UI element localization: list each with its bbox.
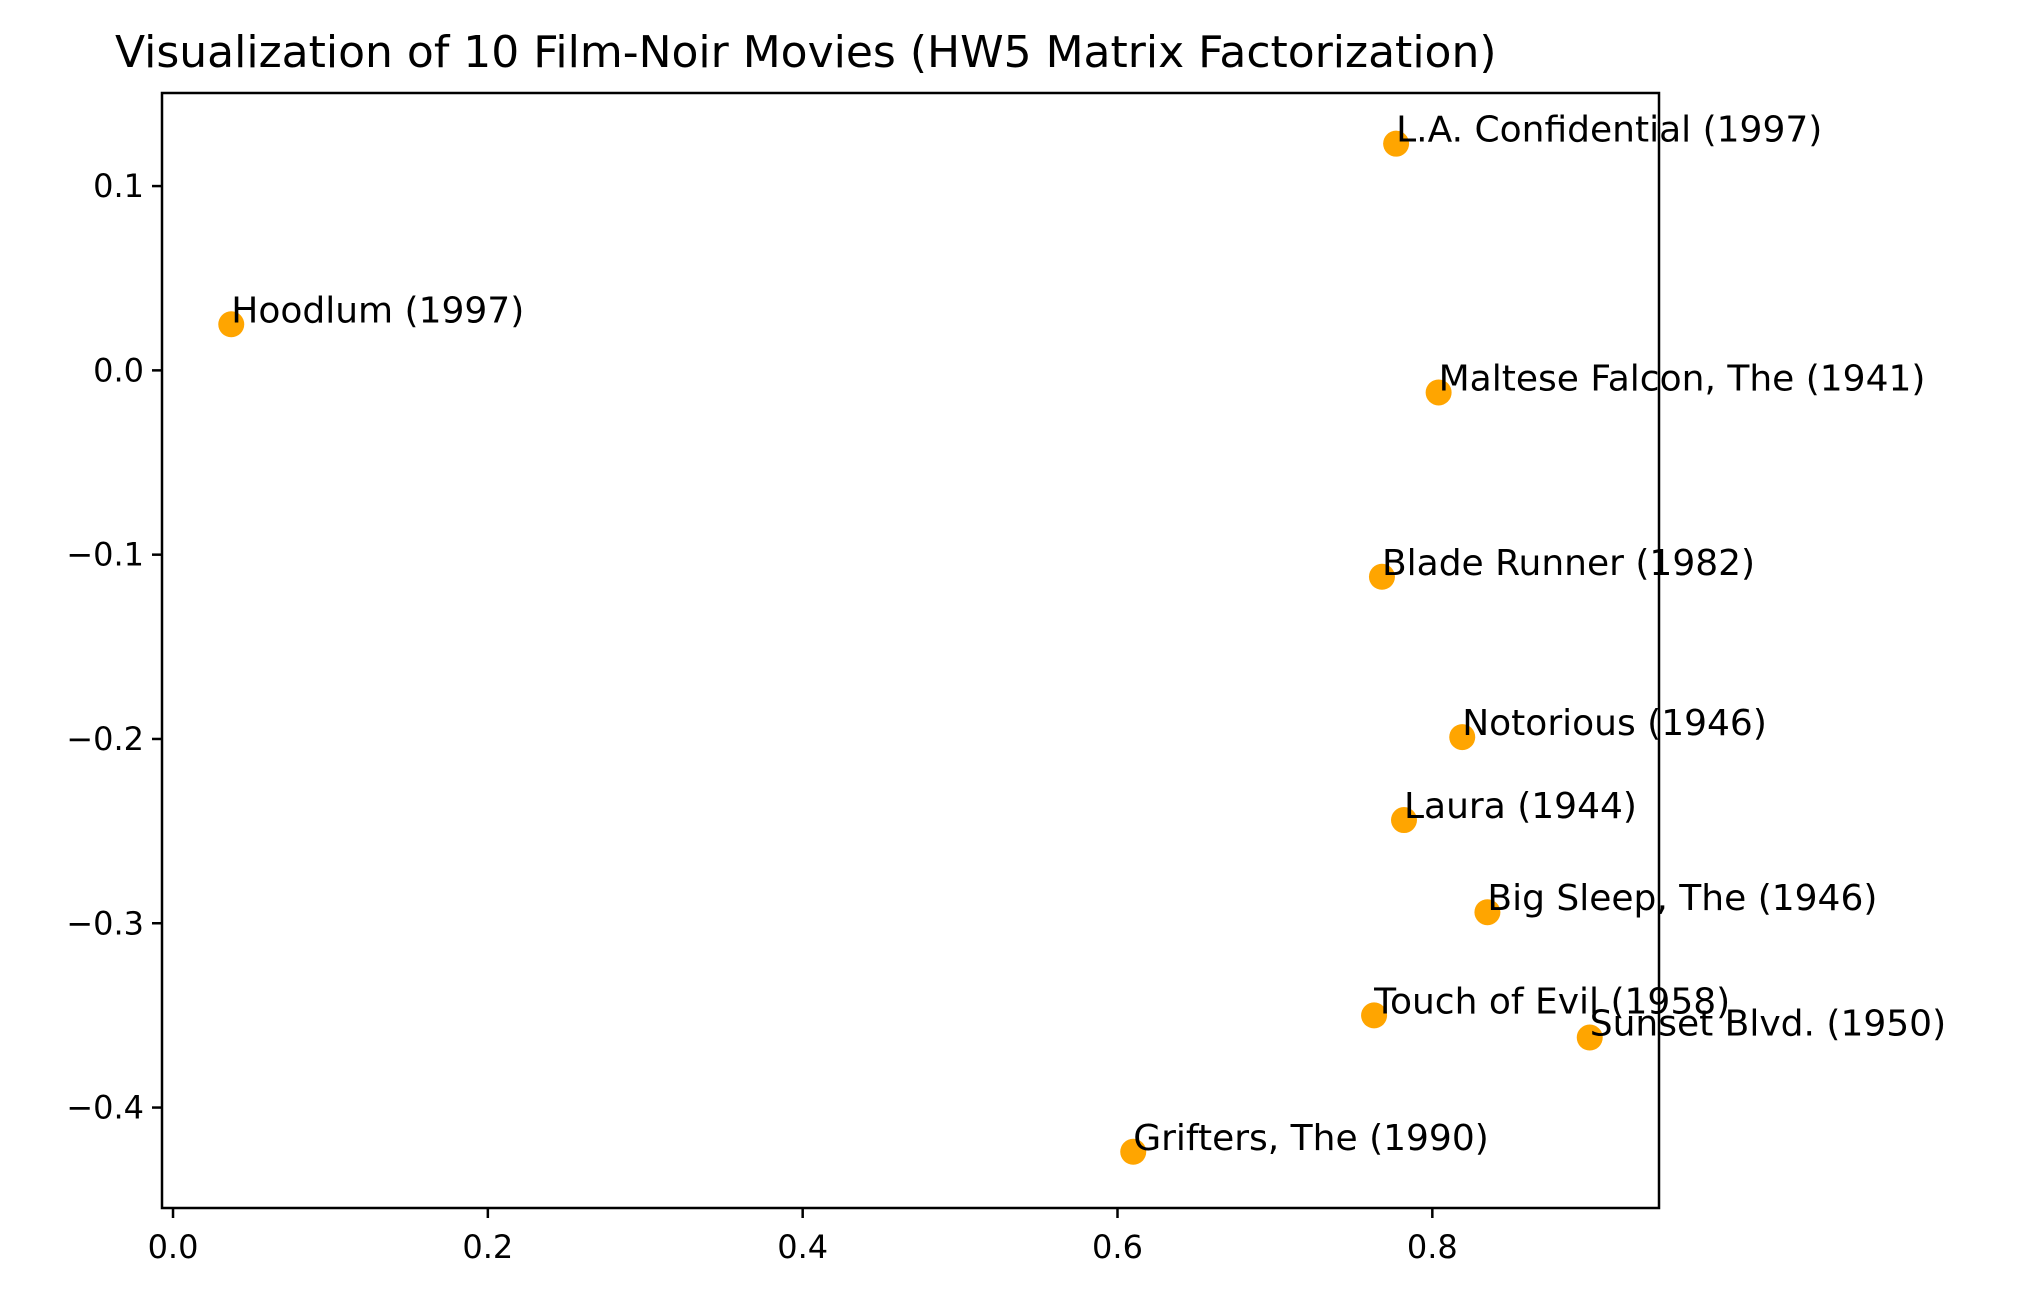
x-tick-label: 0.8 xyxy=(1407,1228,1458,1266)
data-point-label: Touch of Evil (1958) xyxy=(1373,981,1730,1022)
data-point-label: Maltese Falcon, The (1941) xyxy=(1439,358,1926,399)
data-point xyxy=(1576,1024,1603,1051)
data-point-label: Grifters, The (1990) xyxy=(1133,1118,1489,1159)
data-point xyxy=(1390,807,1417,834)
data-point-label: Hoodlum (1997) xyxy=(231,290,524,331)
y-tick-label: 0.0 xyxy=(93,351,144,389)
x-axis: 0.0 0.2 0.4 0.6 0.8 xyxy=(148,1208,1458,1266)
y-tick-label: −0.1 xyxy=(66,536,144,574)
data-point xyxy=(1368,563,1395,590)
data-point xyxy=(1383,130,1410,157)
y-tick-label: −0.4 xyxy=(66,1089,144,1127)
x-tick-label: 0.6 xyxy=(1092,1228,1143,1266)
data-point-label: Notorious (1946) xyxy=(1462,703,1767,744)
data-point-label: Big Sleep, The (1946) xyxy=(1487,878,1877,919)
y-axis: 0.1 0.0 −0.1 −0.2 −0.3 −0.4 xyxy=(66,167,162,1127)
data-point xyxy=(1361,1002,1388,1029)
data-point-label: Sunset Blvd. (1950) xyxy=(1590,1004,1946,1045)
y-tick-label: 0.1 xyxy=(93,167,144,205)
plot-frame xyxy=(160,91,1661,1210)
data-point-label: Laura (1944) xyxy=(1404,786,1637,827)
chart-title: Visualization of 10 Film-Noir Movies (HW… xyxy=(115,27,1497,78)
data-point xyxy=(1120,1138,1147,1165)
data-points: L.A. Confidential (1997) Hoodlum (1997) Ma… xyxy=(218,110,1946,1165)
y-tick-label: −0.2 xyxy=(66,720,144,758)
data-point-label: Blade Runner (1982) xyxy=(1382,543,1755,584)
data-point xyxy=(1425,379,1452,406)
x-tick-label: 0.0 xyxy=(148,1228,199,1266)
data-point xyxy=(1449,724,1476,751)
data-point-label: L.A. Confidential (1997) xyxy=(1396,110,1822,151)
x-tick-label: 0.4 xyxy=(777,1228,828,1266)
y-tick-label: −0.3 xyxy=(66,904,144,942)
data-point xyxy=(218,311,245,338)
data-point xyxy=(1474,899,1501,926)
x-tick-label: 0.2 xyxy=(462,1228,513,1266)
